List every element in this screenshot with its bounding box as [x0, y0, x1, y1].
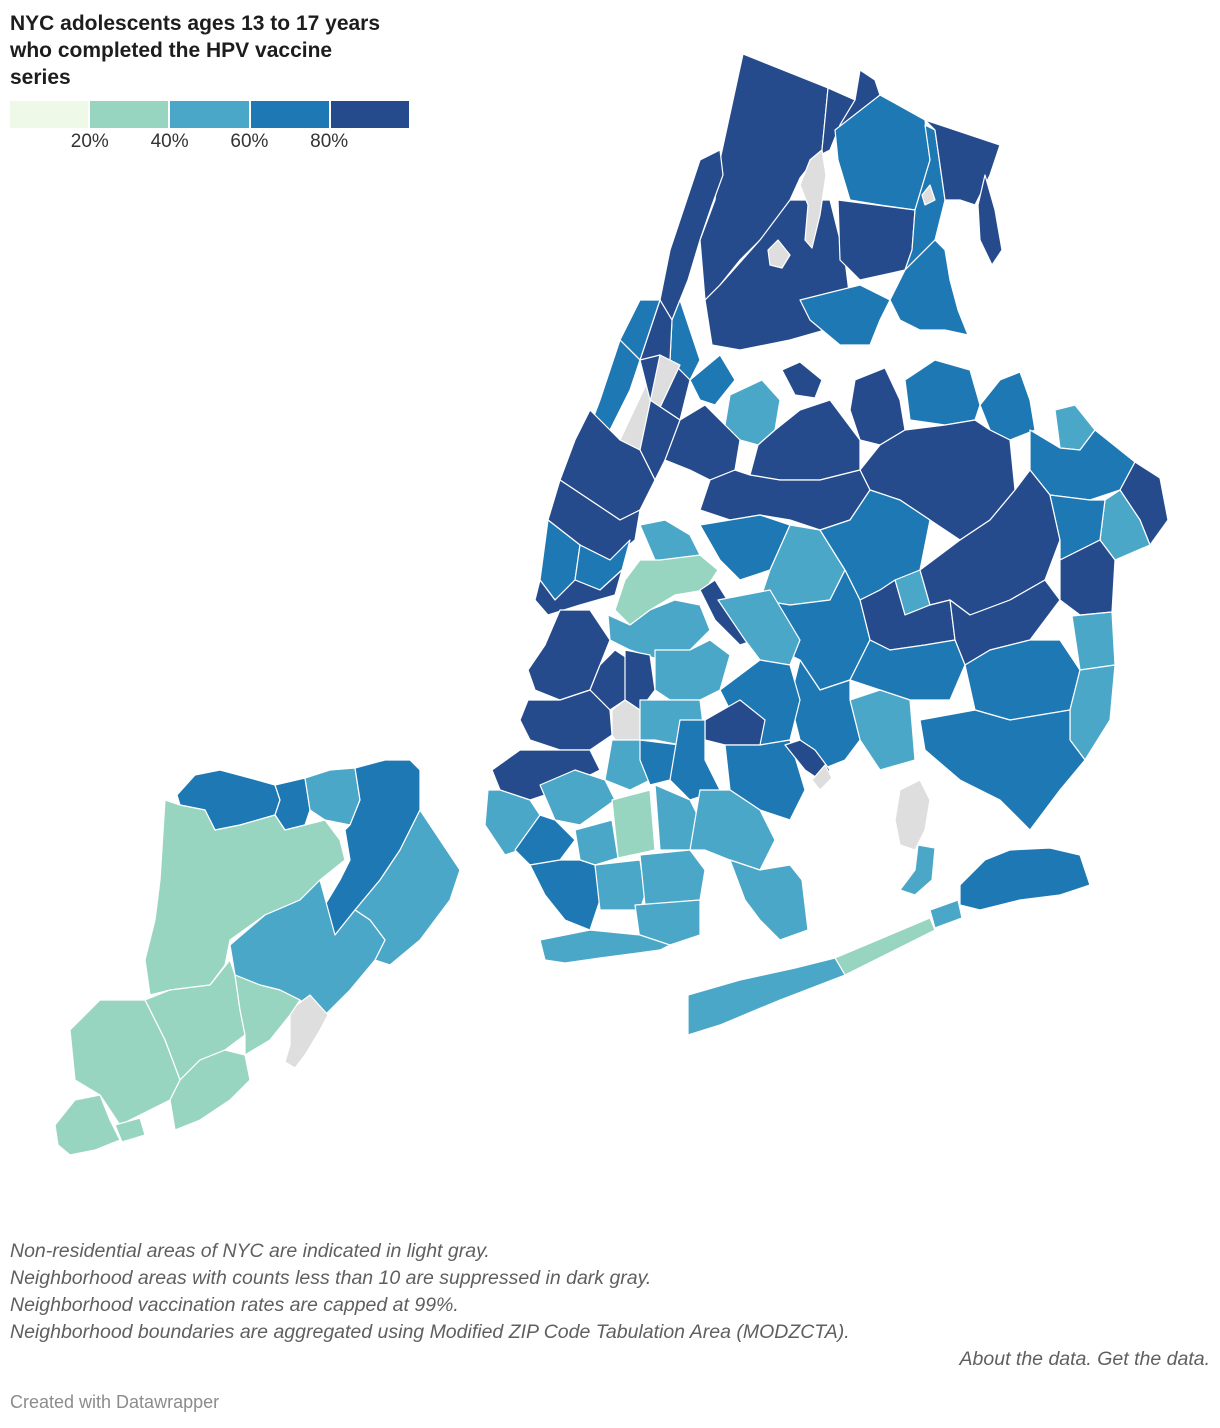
region[interactable]: [659, 149, 724, 321]
region[interactable]: [689, 354, 736, 406]
legend-label-60: 60%: [230, 131, 269, 152]
region[interactable]: [284, 994, 329, 1069]
region[interactable]: [611, 789, 656, 859]
region[interactable]: [1071, 611, 1116, 671]
region[interactable]: [529, 859, 601, 931]
region[interactable]: [687, 957, 846, 1036]
region[interactable]: [959, 847, 1091, 911]
borough-bronx[interactable]: [699, 53, 1003, 351]
nyc-choropleth-map[interactable]: [0, 0, 1220, 1220]
region[interactable]: [639, 849, 706, 906]
get-the-data-link[interactable]: Get the data.: [1097, 1348, 1210, 1370]
region[interactable]: [784, 739, 831, 781]
region[interactable]: [54, 1094, 121, 1156]
region[interactable]: [729, 859, 809, 941]
legend-swatch-0-20: [10, 101, 89, 128]
region[interactable]: [534, 569, 623, 616]
region[interactable]: [889, 239, 969, 336]
region[interactable]: [574, 819, 619, 866]
region[interactable]: [977, 174, 1003, 266]
legend-bar: [10, 101, 410, 128]
region[interactable]: [849, 367, 906, 446]
region[interactable]: [634, 899, 701, 946]
region[interactable]: [519, 689, 613, 751]
region[interactable]: [114, 1117, 146, 1143]
legend-swatch-20-40: [90, 101, 169, 128]
source-links: About the data. Get the data.: [10, 1346, 1210, 1373]
legend-swatch-80-99: [330, 101, 410, 128]
region[interactable]: [811, 764, 833, 791]
region[interactable]: [924, 119, 1001, 206]
legend-label-40: 40%: [150, 131, 189, 152]
region[interactable]: [607, 599, 711, 661]
region[interactable]: [234, 974, 301, 1056]
borough-brooklyn[interactable]: [484, 519, 833, 964]
note-boundaries: Neighborhood boundaries are aggregated u…: [10, 1321, 850, 1343]
region[interactable]: [849, 689, 916, 771]
region[interactable]: [594, 859, 646, 911]
about-the-data-link[interactable]: About the data.: [959, 1348, 1092, 1370]
region[interactable]: [919, 709, 1086, 831]
legend-labels: 20% 40% 60% 80%: [10, 131, 409, 157]
region[interactable]: [169, 1049, 251, 1131]
region[interactable]: [837, 199, 916, 281]
note-capped: Neighborhood vaccination rates are cappe…: [10, 1294, 459, 1316]
region[interactable]: [849, 639, 966, 701]
legend-swatch-60-80: [250, 101, 329, 128]
datawrapper-credit[interactable]: Created with Datawrapper: [10, 1392, 220, 1412]
region[interactable]: [929, 899, 963, 929]
region[interactable]: [904, 359, 981, 426]
note-suppressed: Neighborhood areas with counts less than…: [10, 1267, 652, 1289]
region[interactable]: [799, 284, 891, 346]
borough-queens[interactable]: [664, 354, 1169, 1036]
region[interactable]: [767, 239, 791, 269]
region[interactable]: [921, 184, 936, 206]
region[interactable]: [304, 767, 361, 826]
region[interactable]: [639, 739, 681, 786]
borough-manhattan[interactable]: [534, 149, 724, 616]
region[interactable]: [799, 149, 827, 249]
legend-label-80: 80%: [310, 131, 349, 152]
chart-title: NYC adolescents ages 13 to 17 years who …: [10, 12, 381, 89]
chart-notes: Non-residential areas of NYC are indicat…: [10, 1238, 1210, 1373]
borough-staten-island[interactable]: [54, 759, 461, 1156]
color-legend: 20% 40% 60% 80%: [10, 101, 410, 157]
note-non-residential: Non-residential areas of NYC are indicat…: [10, 1240, 490, 1262]
region[interactable]: [539, 929, 671, 964]
region[interactable]: [834, 917, 936, 976]
region[interactable]: [894, 779, 931, 851]
region[interactable]: [781, 361, 823, 399]
legend-swatch-40-60: [170, 101, 249, 128]
region[interactable]: [899, 844, 936, 896]
legend-label-20: 20%: [70, 131, 109, 152]
